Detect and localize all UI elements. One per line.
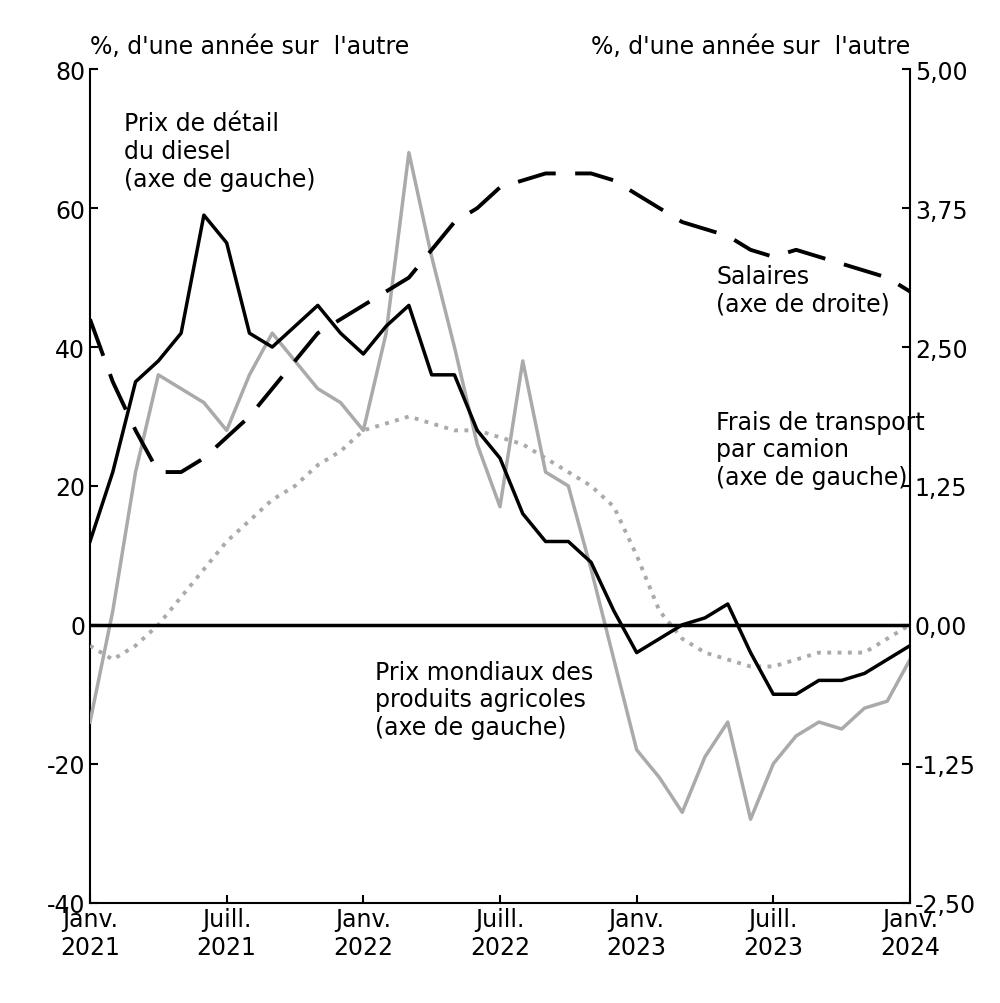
Text: %, d'une année sur  l'autre: %, d'une année sur l'autre — [90, 35, 409, 59]
Text: Prix de détail
du diesel
(axe de gauche): Prix de détail du diesel (axe de gauche) — [124, 111, 316, 192]
Text: Frais de transport
par camion
(axe de gauche): Frais de transport par camion (axe de ga… — [716, 410, 925, 489]
Text: Prix mondiaux des
produits agricoles
(axe de gauche): Prix mondiaux des produits agricoles (ax… — [375, 660, 593, 739]
Text: Salaires
(axe de droite): Salaires (axe de droite) — [716, 265, 890, 316]
Text: %, d'une année sur  l'autre: %, d'une année sur l'autre — [591, 35, 910, 59]
